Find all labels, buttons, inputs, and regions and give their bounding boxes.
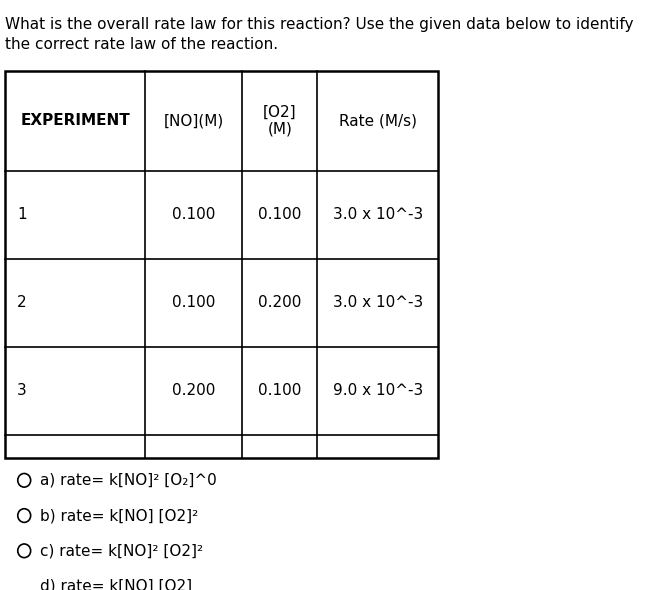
Text: 0.200: 0.200 [172, 384, 215, 398]
Text: 0.100: 0.100 [172, 207, 215, 222]
Text: 1: 1 [17, 207, 27, 222]
Text: EXPERIMENT: EXPERIMENT [20, 113, 130, 128]
Text: What is the overall rate law for this reaction? Use the given data below to iden: What is the overall rate law for this re… [5, 17, 634, 32]
Text: 0.100: 0.100 [258, 384, 302, 398]
Text: the correct rate law of the reaction.: the correct rate law of the reaction. [5, 37, 279, 52]
Text: d) rate= k[NO] [O2]: d) rate= k[NO] [O2] [40, 579, 193, 590]
Text: a) rate= k[NO]² [O₂]^0: a) rate= k[NO]² [O₂]^0 [40, 473, 217, 488]
Text: 0.100: 0.100 [172, 295, 215, 310]
Text: 9.0 x 10^-3: 9.0 x 10^-3 [333, 384, 423, 398]
Bar [5, 71, 438, 458]
Text: 2: 2 [17, 295, 27, 310]
Text: [NO](M): [NO](M) [164, 113, 224, 128]
Text: 0.100: 0.100 [258, 207, 302, 222]
Text: 0.200: 0.200 [258, 295, 302, 310]
Text: 3.0 x 10^-3: 3.0 x 10^-3 [333, 207, 423, 222]
Text: [O2]
(M): [O2] (M) [263, 104, 296, 137]
Text: Rate (M/s): Rate (M/s) [339, 113, 417, 128]
Text: c) rate= k[NO]² [O2]²: c) rate= k[NO]² [O2]² [40, 543, 203, 558]
Text: b) rate= k[NO] [O2]²: b) rate= k[NO] [O2]² [40, 508, 199, 523]
Text: 3.0 x 10^-3: 3.0 x 10^-3 [333, 295, 423, 310]
Text: 3: 3 [17, 384, 27, 398]
